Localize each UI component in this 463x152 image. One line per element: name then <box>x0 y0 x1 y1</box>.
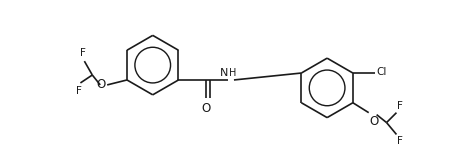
Text: N: N <box>219 68 228 78</box>
Text: O: O <box>370 115 379 128</box>
Text: F: F <box>76 86 82 96</box>
Text: O: O <box>96 78 105 91</box>
Text: Cl: Cl <box>376 67 387 77</box>
Text: F: F <box>397 136 403 146</box>
Text: F: F <box>397 101 403 111</box>
Text: H: H <box>229 68 237 78</box>
Text: F: F <box>81 48 86 58</box>
Text: O: O <box>201 102 211 115</box>
